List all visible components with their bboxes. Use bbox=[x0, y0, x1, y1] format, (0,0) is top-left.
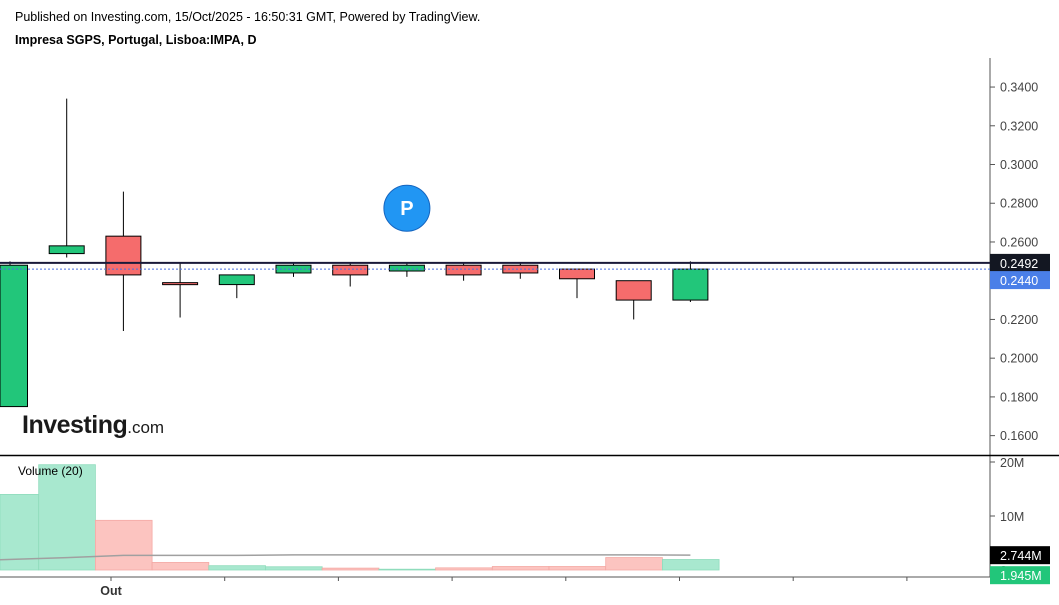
bid-price-badge bbox=[990, 271, 1050, 290]
price-tick-label: 0.2200 bbox=[1000, 313, 1038, 327]
volume-bar bbox=[605, 557, 663, 571]
volume-indicator-label: Volume (20) bbox=[18, 464, 83, 478]
volume-bar bbox=[38, 464, 96, 571]
published-note: Published on Investing.com, 15/Oct/2025 … bbox=[15, 10, 481, 24]
logo-suffix: .com bbox=[127, 418, 165, 437]
candle-body bbox=[615, 280, 652, 301]
price-tick-label: 0.1800 bbox=[1000, 390, 1038, 404]
candle-body bbox=[48, 245, 85, 255]
volume-bar bbox=[208, 565, 266, 571]
candle bbox=[218, 274, 255, 299]
price-tick-label: 0.3000 bbox=[1000, 158, 1038, 172]
marker-layer[interactable]: P bbox=[383, 184, 431, 232]
volume-bar bbox=[491, 566, 550, 571]
candle bbox=[672, 261, 709, 303]
investing-logo: Investing.com bbox=[22, 411, 164, 440]
candle bbox=[48, 98, 85, 258]
volume-tick-label: 20M bbox=[1000, 456, 1024, 470]
volume-bar bbox=[378, 568, 436, 571]
candle bbox=[388, 263, 425, 277]
volume-ma-label: 2.744M bbox=[1000, 549, 1042, 563]
volume-last-label: 1.945M bbox=[1000, 569, 1042, 583]
candle bbox=[615, 280, 652, 320]
volume-bar bbox=[321, 567, 380, 571]
candle bbox=[332, 263, 369, 287]
event-marker-label: P bbox=[400, 198, 413, 220]
candle-body bbox=[332, 264, 369, 276]
candle bbox=[105, 191, 142, 332]
price-tick-label: 0.2600 bbox=[1000, 235, 1038, 249]
candle bbox=[162, 263, 199, 318]
price-tick-label: 0.1600 bbox=[1000, 429, 1038, 443]
volume-ma-badge bbox=[990, 546, 1050, 565]
candle-body bbox=[162, 282, 199, 286]
time-tick-label: Out bbox=[100, 584, 122, 598]
candle bbox=[445, 263, 482, 281]
logo-brand: Investing bbox=[22, 411, 128, 439]
candle bbox=[502, 263, 539, 279]
last-price-badge bbox=[990, 253, 1050, 272]
bid-price-label: 0.2440 bbox=[1000, 274, 1038, 288]
volume-ma-line bbox=[0, 554, 691, 561]
candle-body bbox=[672, 268, 709, 301]
price-tick-label: 0.3200 bbox=[1000, 119, 1038, 133]
volume-bar bbox=[435, 567, 493, 571]
candle-body bbox=[445, 264, 482, 276]
volume-bar bbox=[265, 566, 323, 571]
candle-body bbox=[388, 264, 425, 272]
candles-layer bbox=[0, 98, 709, 408]
price-lines: 0.2492 0.2440 bbox=[0, 253, 1050, 290]
candle-body bbox=[218, 274, 255, 286]
chart-title: Impresa SGPS, Portugal, Lisboa:IMPA, D bbox=[15, 33, 257, 47]
price-tick-label: 0.2000 bbox=[1000, 352, 1038, 366]
volume-last-badge bbox=[990, 566, 1050, 585]
time-axis: Out bbox=[100, 577, 908, 598]
volume-bar bbox=[151, 562, 210, 571]
last-price-label: 0.2492 bbox=[1000, 257, 1038, 271]
candle-body bbox=[105, 235, 142, 276]
price-tick-label: 0.2800 bbox=[1000, 197, 1038, 211]
volume-bar bbox=[95, 519, 153, 571]
candle bbox=[0, 261, 28, 408]
volume-bar bbox=[548, 566, 607, 571]
event-marker bbox=[383, 184, 431, 232]
candle-body bbox=[0, 264, 28, 408]
candle bbox=[559, 268, 595, 299]
volume-tick-label: 10M bbox=[1000, 510, 1024, 524]
volume-bar bbox=[662, 559, 720, 571]
candle bbox=[275, 263, 312, 277]
price-axis: 0.34000.32000.30000.28000.26000.24000.22… bbox=[0, 58, 1059, 578]
price-tick-label: 0.3400 bbox=[1000, 81, 1038, 95]
candle-body bbox=[559, 268, 595, 280]
